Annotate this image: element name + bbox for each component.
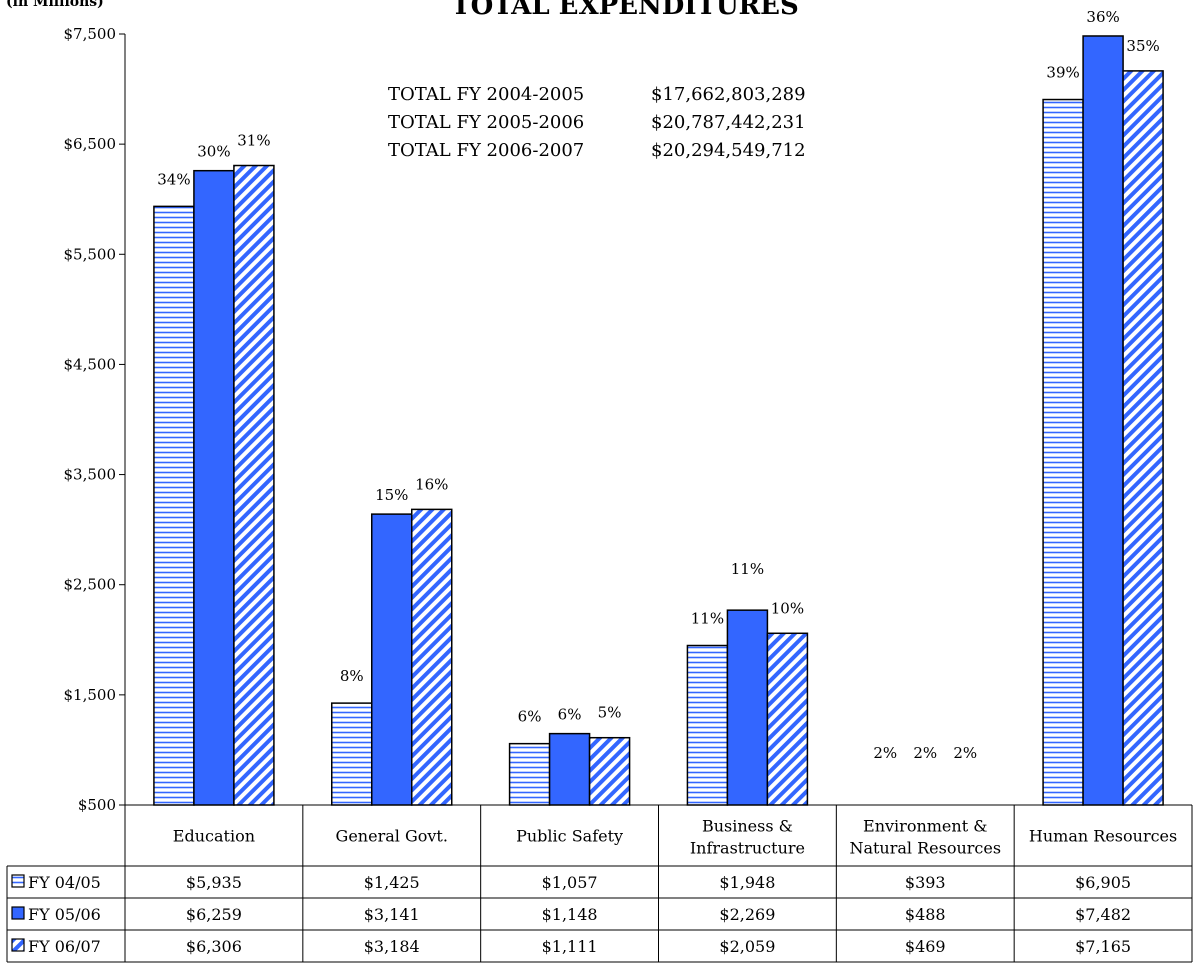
bar: [548, 732, 591, 806]
y-tick-label: $2,500: [64, 576, 117, 594]
y-tick-label: $4,500: [64, 355, 117, 373]
percent-label: 10%: [771, 599, 804, 617]
data-table: Education General Govt. Public Safety Busin…: [6, 804, 1193, 963]
category-label: Environment &: [863, 817, 987, 836]
percent-label: 8%: [340, 667, 364, 685]
y-tick-label: $3,500: [64, 466, 117, 484]
table-cell-value: $1,057: [542, 873, 598, 892]
percent-label: 5%: [598, 704, 622, 722]
bar: [726, 609, 769, 806]
bar: [153, 205, 195, 806]
y-tick-label: $7,500: [64, 25, 117, 43]
y-tick-label: $5,500: [64, 245, 117, 263]
category-label: Natural Resources: [849, 839, 1001, 858]
legend-series-name: FY 06/07: [28, 937, 101, 956]
total-value: $20,294,549,712: [651, 140, 806, 161]
bar: [371, 513, 413, 806]
table-cell-value: $3,184: [364, 937, 420, 956]
total-value: $17,662,803,289: [651, 84, 806, 105]
total-label: TOTAL FY 2004-2005: [388, 84, 584, 105]
percent-label: 39%: [1046, 64, 1079, 82]
percent-label: 16%: [415, 475, 448, 493]
category-label: Education: [173, 827, 255, 846]
percent-label: 6%: [518, 708, 542, 726]
percent-label: 6%: [558, 706, 582, 724]
legend-series-name: FY 04/05: [28, 873, 101, 892]
percent-label: 15%: [375, 486, 408, 504]
percent-label: 35%: [1126, 37, 1159, 55]
totals-block: TOTAL FY 2004-2005 $17,662,803,289 TOTAL F…: [388, 84, 806, 161]
table-cell-value: $1,948: [719, 873, 775, 892]
table-cell-value: $7,482: [1075, 905, 1131, 924]
chart-title: TOTAL EXPENDITURES: [451, 0, 798, 21]
bar: [588, 736, 631, 806]
bar: [331, 702, 373, 806]
percent-label: 11%: [691, 610, 724, 628]
percent-label: 34%: [157, 170, 190, 188]
bar-group: [153, 35, 1164, 806]
total-label: TOTAL FY 2006-2007: [388, 140, 584, 161]
category-label: Public Safety: [516, 827, 623, 846]
bar: [686, 644, 729, 806]
percent-label: 11%: [731, 560, 764, 578]
table-cell-value: $6,306: [186, 937, 242, 956]
legend-key: [11, 938, 25, 952]
category-label: Human Resources: [1029, 827, 1177, 846]
unit-label: (in Millions): [6, 0, 104, 10]
y-tick-label: $6,500: [64, 135, 117, 153]
bar: [1042, 98, 1084, 806]
bar: [233, 164, 275, 806]
legend-key: [11, 906, 25, 920]
percent-label: 2%: [953, 744, 977, 762]
y-axis: $7,500 $6,500 $5,500 $4,500 $3,500 $2,500 $1,5…: [64, 25, 126, 814]
bar: [766, 632, 809, 806]
bar: [508, 742, 551, 806]
category-label: Business &: [702, 817, 793, 836]
table-cell-value: $6,259: [186, 905, 242, 924]
percent-label: 31%: [237, 132, 270, 150]
bar: [1082, 35, 1124, 806]
percent-label: 2%: [873, 744, 897, 762]
table-cell-value: $393: [905, 873, 946, 892]
total-value: $20,787,442,231: [651, 112, 806, 133]
percent-label: 30%: [197, 143, 230, 161]
table-cell-value: $488: [905, 905, 946, 924]
legend-key: [11, 874, 25, 888]
y-tick-label: $1,500: [64, 686, 117, 704]
total-label: TOTAL FY 2005-2006: [388, 112, 584, 133]
table-cell-value: $2,269: [719, 905, 775, 924]
table-cell-value: $6,905: [1075, 873, 1131, 892]
bar: [411, 508, 453, 806]
table-cell-value: $1,111: [542, 937, 598, 956]
bar: [193, 169, 235, 806]
category-label: General Govt.: [336, 827, 448, 846]
percent-label: 2%: [913, 744, 937, 762]
table-cell-value: $7,165: [1075, 937, 1131, 956]
table-cell-value: $3,141: [364, 905, 420, 924]
legend-series-name: FY 05/06: [28, 905, 101, 924]
table-cell-value: $1,425: [364, 873, 420, 892]
percent-labels: 34% 8% 6% 11% 2% 39% 30% 15% 6% 11% 2% 36% 31% 16% 5% 1…: [157, 8, 1160, 762]
y-tick-label: $500: [78, 796, 116, 814]
percent-label: 36%: [1086, 8, 1119, 26]
table-cell-value: $1,148: [542, 905, 598, 924]
table-cell-value: $5,935: [186, 873, 242, 892]
table-cell-value: $2,059: [719, 937, 775, 956]
table-cell-value: $469: [905, 937, 946, 956]
bar: [1122, 70, 1164, 806]
category-label: Infrastructure: [690, 839, 805, 858]
